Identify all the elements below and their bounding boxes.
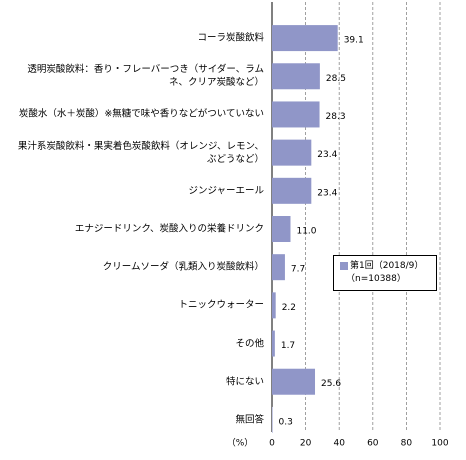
category-label: 炭酸水（水＋炭酸）※無糖で味や香りなどがついていない xyxy=(18,108,264,120)
bar xyxy=(272,368,316,395)
category-label: 果汁系炭酸飲料・果実着色炭酸飲料（オレンジ、レモン、ぶどうなど） xyxy=(17,140,264,165)
category-label: その他 xyxy=(235,338,264,350)
value-label: 28.5 xyxy=(326,74,346,84)
category-label: エナジードリンク、炭酸入りの栄養ドリンク xyxy=(74,223,264,235)
value-label: 25.6 xyxy=(321,379,341,389)
bar xyxy=(272,177,312,204)
bar xyxy=(272,25,338,52)
bar xyxy=(272,254,285,281)
bar xyxy=(272,63,320,90)
value-label: 7.7 xyxy=(291,265,305,275)
x-axis-label: （%） xyxy=(227,438,254,449)
value-label: 28.3 xyxy=(326,112,346,122)
value-label: 39.1 xyxy=(344,36,364,46)
value-label: 1.7 xyxy=(281,341,295,351)
bar xyxy=(272,406,273,433)
x-tick-label: 40 xyxy=(333,439,345,449)
category-label: 無回答 xyxy=(235,414,264,426)
category-label: ジンジャーエール xyxy=(188,185,264,197)
value-label: 23.4 xyxy=(317,188,337,198)
x-tick-label: 0 xyxy=(269,439,275,449)
category-label: クリームソーダ（乳類入り炭酸飲料） xyxy=(102,261,264,273)
legend-entry: 第1回（2018/9） xyxy=(340,260,436,273)
x-tick-label: 20 xyxy=(300,439,312,449)
bar xyxy=(272,292,276,319)
bar xyxy=(272,330,275,357)
category-label: 透明炭酸飲料：香り・フレーバーつき（サイダー、ラムネ、クリア炭酸など） xyxy=(27,64,264,89)
category-label: コーラ炭酸飲料 xyxy=(197,32,264,44)
value-label: 11.0 xyxy=(296,227,316,237)
value-label: 0.3 xyxy=(279,417,293,427)
category-label: 特にない xyxy=(225,376,264,388)
legend-label: 第1回（2018/9） xyxy=(350,261,424,271)
legend-swatch xyxy=(340,261,348,270)
x-tick-label: 60 xyxy=(367,439,379,449)
bar xyxy=(272,216,291,242)
value-label: 23.4 xyxy=(317,150,337,160)
category-label: トニックウォーター xyxy=(178,299,264,311)
legend-note: （n=10388） xyxy=(346,274,406,284)
bar xyxy=(272,101,320,128)
x-tick-label: 80 xyxy=(401,439,413,449)
x-tick-label: 100 xyxy=(431,439,448,449)
legend: 第1回（2018/9） （n=10388） xyxy=(333,255,437,291)
value-label: 2.2 xyxy=(282,303,296,313)
bar xyxy=(272,139,312,166)
